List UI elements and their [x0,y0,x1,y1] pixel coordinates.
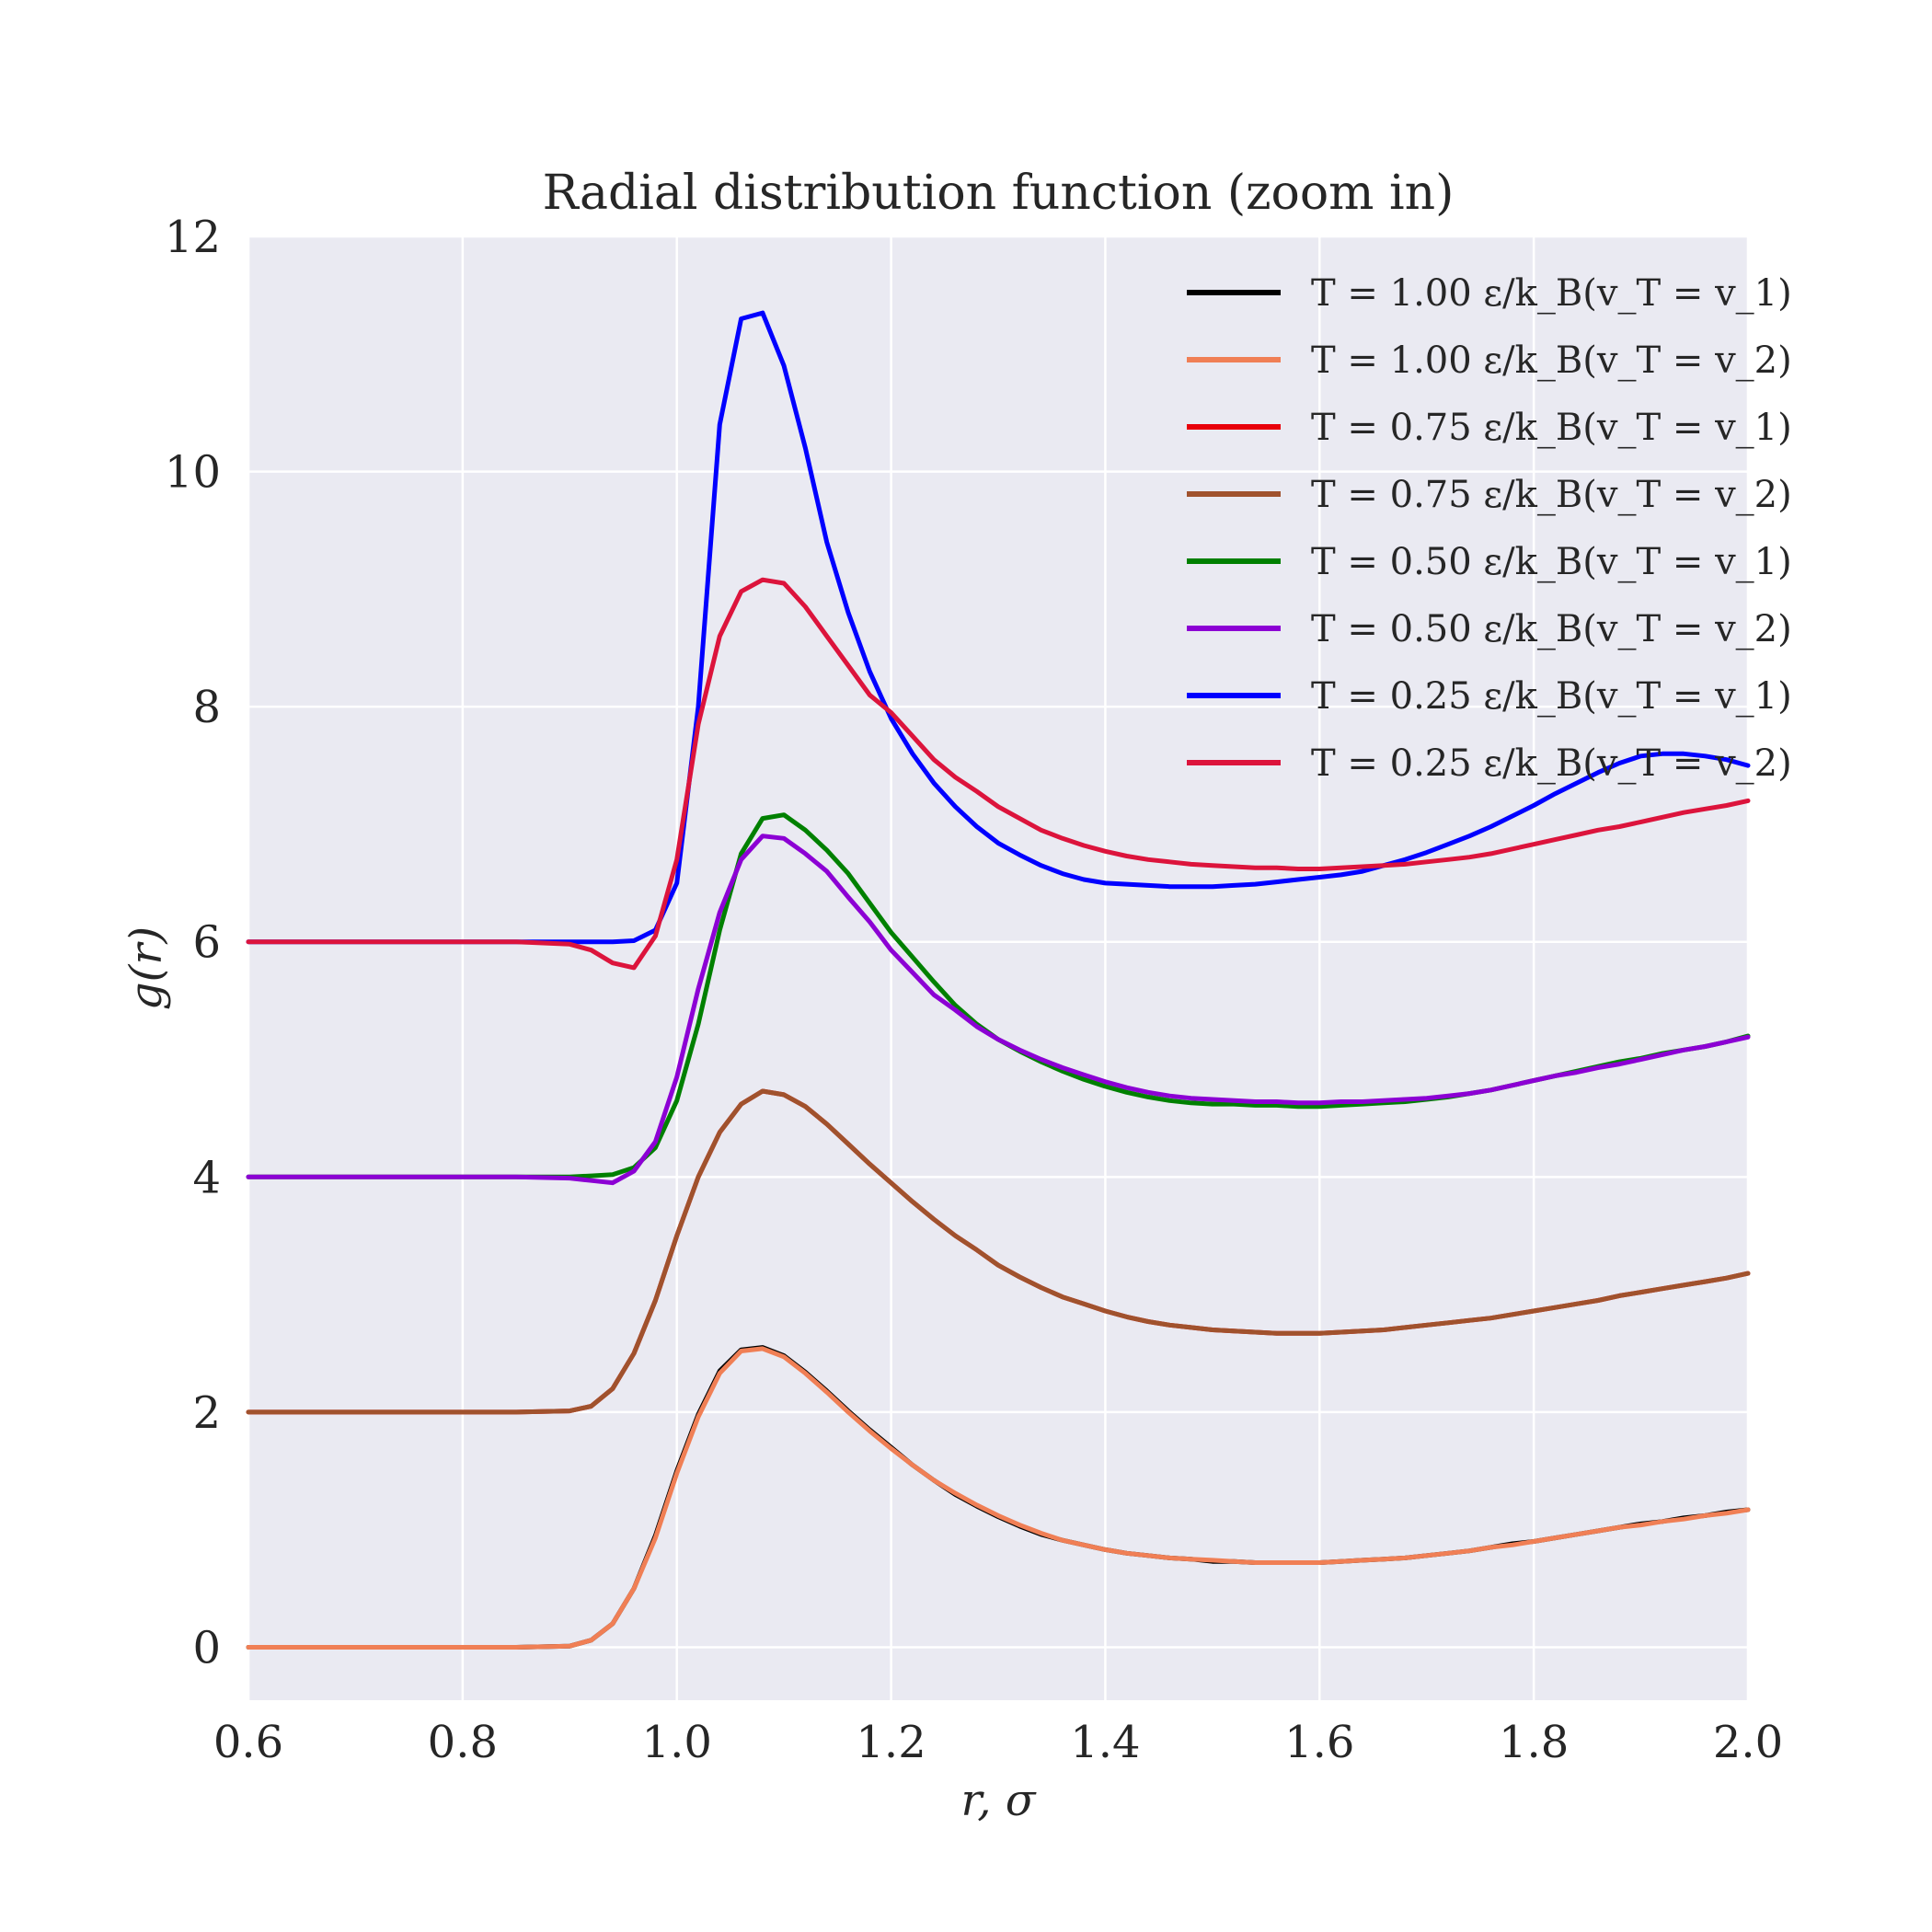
x-tick-label: 2.0 [1713,1717,1783,1768]
x-tick-label: 1.0 [642,1717,712,1768]
legend-label: T = 0.25 ε/k_B(v_T = v_2) [1311,742,1792,785]
chart-title: Radial distribution function (zoom in) [543,166,1455,221]
legend: T = 1.00 ε/k_B(v_T = v_1) T = 1.00 ε/k_B(… [1187,272,1792,785]
legend-label: T = 1.00 ε/k_B(v_T = v_1) [1311,272,1792,315]
series-line [246,1088,1751,1415]
x-tick-label: 0.8 [428,1717,498,1768]
x-tick-label: 1.4 [1070,1717,1140,1768]
series-line [246,1346,1751,1650]
x-tick-label: 1.6 [1284,1717,1354,1768]
x-tick-labels: 0.6 0.8 1.0 1.2 1.4 1.6 1.8 2.0 [213,1717,1783,1768]
legend-label: T = 0.75 ε/k_B(v_T = v_2) [1311,474,1792,516]
legend-label: T = 0.50 ε/k_B(v_T = v_1) [1311,541,1792,583]
y-tick-label: 2 [192,1387,221,1439]
y-tick-labels: 0 2 4 6 8 10 12 [165,212,221,1673]
y-axis-label: g(r) [121,926,172,1010]
legend-label: T = 1.00 ε/k_B(v_T = v_2) [1311,339,1792,382]
legend-label: T = 0.75 ε/k_B(v_T = v_1) [1311,407,1792,449]
x-tick-label: 1.2 [856,1717,926,1768]
legend-label: T = 0.50 ε/k_B(v_T = v_2) [1311,608,1792,650]
y-tick-label: 10 [165,447,221,499]
y-tick-label: 0 [192,1622,221,1673]
x-tick-label: 1.8 [1499,1717,1569,1768]
y-tick-label: 8 [192,682,221,733]
series-line [246,834,1751,1186]
series-layer [246,310,1751,1650]
legend-label: T = 0.25 ε/k_B(v_T = v_1) [1311,675,1792,718]
y-tick-label: 12 [165,212,221,263]
x-axis-label: r, σ [961,1775,1037,1826]
x-tick-label: 0.6 [213,1717,283,1768]
y-tick-label: 6 [192,917,221,969]
plot-area [248,236,1748,1700]
y-tick-label: 4 [192,1152,221,1203]
series-line [246,577,1751,971]
